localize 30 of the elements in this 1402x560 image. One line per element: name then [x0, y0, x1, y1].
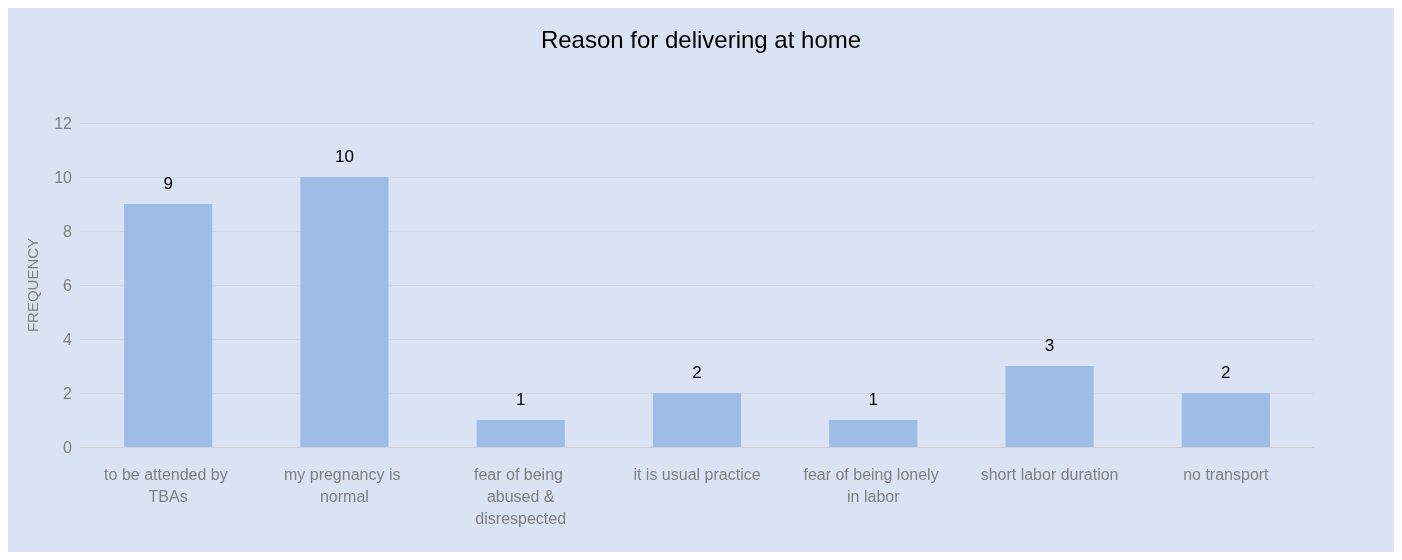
- y-axis-title: FREQUENCY: [24, 237, 41, 333]
- y-tick-label: 8: [63, 222, 73, 240]
- bar: [829, 420, 918, 447]
- data-label: 2: [692, 363, 702, 382]
- data-label: 3: [1044, 336, 1055, 355]
- data-label: 1: [868, 390, 879, 409]
- bar: [1005, 366, 1094, 447]
- y-tick-label: 10: [54, 168, 73, 186]
- chart-title: Reason for delivering at home: [540, 25, 862, 53]
- y-tick-label: 0: [63, 438, 73, 456]
- data-label: 10: [334, 147, 354, 166]
- y-tick-label: 12: [54, 114, 73, 132]
- x-tick-label: it is usual practice: [633, 465, 761, 483]
- x-tick-label: no transport: [1183, 465, 1270, 483]
- x-tick-label: short labor duration: [980, 465, 1119, 483]
- x-tick-label: fear of being abused &disrespected: [474, 465, 568, 527]
- x-tick-label: fear of being lonely in labor: [803, 465, 944, 505]
- data-label: 9: [163, 174, 173, 193]
- data-label: 1: [515, 390, 526, 409]
- data-label: 2: [1221, 363, 1231, 382]
- y-tick-label: 6: [63, 276, 73, 294]
- bar: [300, 177, 389, 447]
- y-tick-label: 2: [63, 384, 73, 402]
- x-tick-label: my pregnancy is normal: [283, 465, 405, 505]
- bar: [124, 204, 213, 447]
- bar: [652, 393, 742, 447]
- bar: [476, 420, 565, 447]
- x-tick-label: to be attended by TBAs: [104, 465, 233, 505]
- y-tick-label: 4: [63, 330, 73, 348]
- bar: [1181, 393, 1270, 447]
